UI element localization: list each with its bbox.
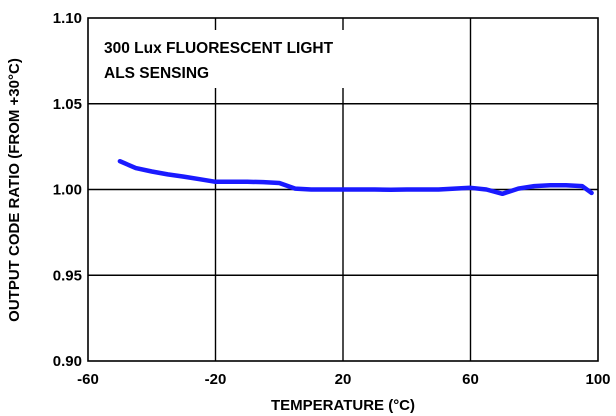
y-tick-label: 1.00 [53, 182, 82, 199]
x-tick-label: -20 [205, 371, 227, 388]
x-tick-label: 100 [585, 371, 610, 388]
y-axis-label: OUTPUT CODE RATIO (FROM +30°C) [6, 58, 23, 322]
x-tick-label: 20 [335, 371, 352, 388]
annotation-line-1: 300 Lux FLUORESCENT LIGHT [104, 40, 334, 57]
plot-frame [87, 17, 599, 362]
annotation-line-2: ALS SENSING [104, 65, 209, 82]
annotation-background [94, 30, 356, 88]
x-tick-labels: -60 -20 20 60 100 [77, 371, 610, 388]
series-line-1 [117, 158, 594, 197]
x-tick-label: -60 [77, 371, 99, 388]
x-tick-label: 60 [462, 371, 479, 388]
y-tick-label: 1.05 [53, 96, 82, 113]
x-axis-label: TEMPERATURE (°C) [271, 397, 415, 414]
series-layer [117, 158, 594, 197]
y-tick-label: 0.95 [53, 267, 82, 284]
y-tick-label: 0.90 [53, 353, 82, 370]
y-tick-label: 1.10 [53, 10, 82, 27]
y-tick-labels: 0.90 0.95 1.00 1.05 1.10 [53, 10, 82, 370]
annotation-box: 300 Lux FLUORESCENT LIGHT ALS SENSING [94, 30, 356, 88]
